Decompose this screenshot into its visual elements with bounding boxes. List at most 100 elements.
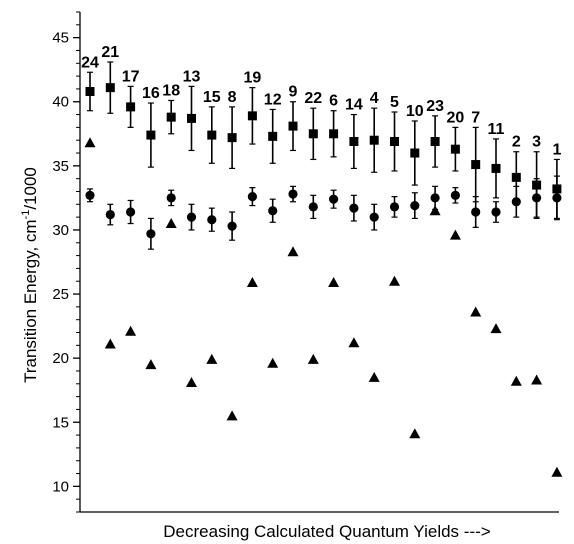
data-point-circle [450, 190, 460, 200]
plot-area [84, 61, 563, 477]
point-label: 20 [447, 109, 465, 126]
data-point-triangle [348, 337, 360, 348]
data-point-circle [552, 193, 562, 203]
data-point-circle [207, 215, 217, 225]
data-point-square [146, 130, 156, 140]
data-point-square [288, 121, 298, 131]
data-point-square [308, 129, 318, 139]
point-label: 5 [390, 94, 399, 111]
data-point-square [390, 136, 399, 146]
y-tick-label: 15 [52, 414, 69, 431]
data-point-circle [308, 202, 318, 212]
point-label: 16 [142, 85, 160, 102]
data-point-triangle [226, 410, 238, 421]
data-point-circle [146, 229, 156, 239]
data-point-square [268, 131, 278, 141]
data-point-triangle [328, 277, 340, 288]
point-label: 1 [552, 141, 561, 158]
data-point-triangle [287, 246, 299, 257]
data-point-square [227, 133, 237, 143]
data-point-triangle [470, 306, 482, 317]
y-tick-label: 45 [52, 30, 69, 47]
x-axis-title: Decreasing Calculated Quantum Yields ---… [163, 522, 490, 541]
data-point-triangle [490, 323, 502, 334]
data-point-triangle [145, 359, 157, 370]
point-label: 10 [406, 103, 424, 120]
data-point-square [349, 136, 359, 146]
data-point-square [207, 130, 217, 140]
point-label: 11 [488, 121, 505, 138]
point-label: 22 [304, 90, 322, 107]
y-tick-label: 10 [52, 478, 69, 495]
data-point-triangle [389, 275, 400, 286]
data-point-square [369, 135, 379, 145]
point-label: 2 [512, 134, 521, 151]
data-point-triangle [125, 325, 137, 336]
data-point-triangle [409, 428, 421, 439]
point-label: 23 [426, 98, 444, 115]
data-point-triangle [84, 137, 96, 148]
point-label: 8 [228, 89, 237, 106]
y-tick-label: 35 [52, 158, 69, 175]
data-point-triangle [206, 353, 218, 364]
y-tick-label: 40 [52, 94, 69, 111]
point-label: 4 [370, 90, 379, 107]
data-point-triangle [307, 353, 319, 364]
y-tick-label: 25 [52, 286, 69, 303]
data-point-triangle [246, 277, 258, 288]
data-point-square [105, 83, 115, 93]
data-point-circle [227, 221, 237, 231]
y-tick-label: 30 [52, 222, 69, 239]
data-point-circle [329, 194, 339, 204]
data-point-square [430, 136, 440, 146]
axes-frame [79, 12, 559, 513]
data-point-circle [410, 200, 420, 211]
data-point-circle [491, 207, 501, 217]
data-point-square [491, 163, 501, 173]
data-point-square [247, 111, 257, 121]
data-point-triangle [104, 338, 116, 349]
point-label: 6 [329, 93, 338, 110]
point-label: 18 [162, 82, 180, 99]
data-point-circle [105, 209, 115, 220]
data-point-square [450, 144, 460, 154]
data-point-triangle [267, 357, 279, 368]
point-label: 15 [203, 89, 221, 106]
y-axis-title: Transition Energy, cm-1/1000 [20, 167, 40, 383]
data-point-circle [268, 206, 278, 216]
data-point-circle [389, 202, 400, 212]
point-label: 13 [183, 68, 201, 85]
point-label: 24 [81, 54, 99, 71]
y-axis: 10 15 20 25 30 35 40 45 [52, 11, 80, 513]
data-point-circle [126, 207, 136, 217]
data-point-square [187, 113, 196, 123]
data-point-square [511, 172, 521, 182]
data-point-circle [532, 193, 542, 203]
data-point-circle [471, 207, 481, 217]
point-label: 7 [471, 109, 480, 126]
data-point-triangle [449, 229, 461, 240]
data-point-circle [186, 212, 197, 222]
data-point-triangle [368, 371, 380, 382]
point-label: 12 [264, 91, 282, 108]
point-label: 21 [101, 44, 119, 61]
data-point-circle [85, 190, 95, 200]
data-point-circle [511, 197, 521, 207]
data-point-circle [430, 193, 440, 203]
data-point-circle [247, 192, 257, 202]
data-point-triangle [531, 374, 543, 385]
y-tick-label: 20 [52, 350, 69, 367]
point-label: 3 [532, 134, 541, 151]
data-point-square [329, 129, 339, 139]
data-point-triangle [510, 375, 522, 386]
data-point-triangle [186, 377, 197, 388]
data-point-circle [166, 193, 176, 203]
data-point-square [166, 112, 176, 122]
data-point-square [126, 102, 136, 112]
data-point-circle [349, 203, 359, 213]
data-point-square [85, 86, 95, 96]
point-label: 14 [345, 97, 363, 114]
data-point-triangle [429, 205, 441, 216]
